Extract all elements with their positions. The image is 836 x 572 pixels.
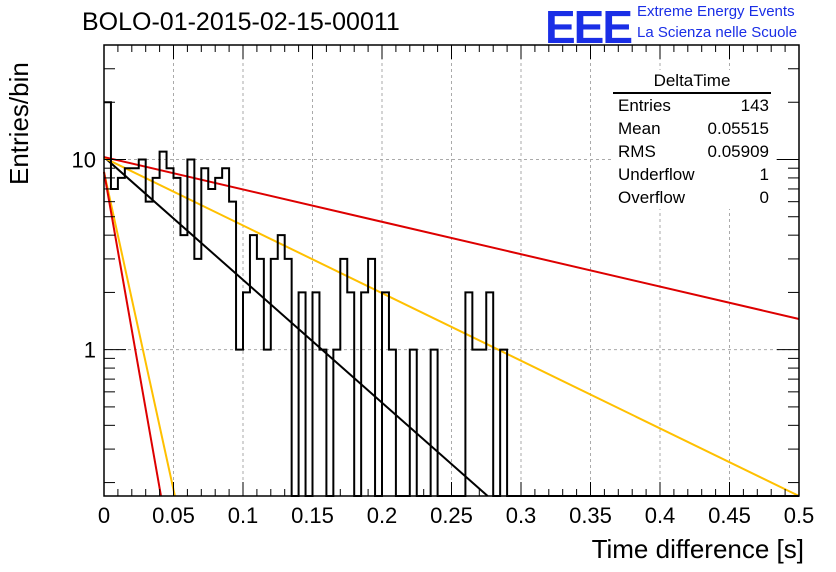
stats-box: DeltaTime Entries 143 Mean 0.05515 RMS 0.05…	[613, 70, 773, 209]
eee-logo: EEE	[545, 1, 633, 53]
stats-title: DeltaTime	[613, 70, 771, 94]
stats-value: 0.05515	[707, 119, 769, 138]
fit-curve	[103, 156, 489, 497]
x-tick-label: 0.05	[152, 503, 195, 528]
x-tick-label: 0.5	[784, 503, 815, 528]
stats-label: Underflow	[618, 165, 695, 184]
stats-label: Overflow	[618, 188, 686, 207]
fit-curves	[103, 156, 800, 497]
stats-label: RMS	[618, 142, 656, 161]
x-tick-label: 0.1	[228, 503, 259, 528]
fit-curve	[103, 171, 176, 497]
logo-text-line1: Extreme Energy Events	[637, 3, 795, 20]
stats-row: Mean 0.05515	[613, 117, 773, 140]
stats-row: RMS 0.05909	[613, 140, 773, 163]
stats-value: 143	[740, 96, 769, 115]
logo-text-line2: La Scienza nelle Scuole	[637, 24, 798, 41]
x-tick-label: 0.35	[569, 503, 612, 528]
x-tick-label: 0.15	[291, 503, 334, 528]
stats-value: 0.05909	[707, 142, 769, 161]
stats-row: Underflow 1	[613, 163, 773, 186]
stats-value: 0	[759, 188, 769, 207]
fit-curve	[103, 171, 162, 497]
x-tick-label: 0.2	[367, 503, 398, 528]
stats-row: Overflow 0	[613, 186, 773, 209]
y-tick-label: 10	[72, 147, 96, 172]
stats-label: Entries	[618, 96, 671, 115]
stats-row: Entries 143	[613, 94, 773, 117]
fit-curve	[103, 156, 800, 320]
x-tick-label: 0.25	[430, 503, 473, 528]
stats-value: 1	[759, 165, 769, 184]
stats-label: Mean	[618, 119, 661, 138]
x-tick-label: 0.45	[708, 503, 751, 528]
y-tick-label: 1	[84, 338, 96, 363]
fit-curve	[103, 156, 800, 497]
x-axis-label: Time difference [s]	[591, 534, 804, 564]
x-tick-label: 0.3	[506, 503, 537, 528]
x-tick-label: 0	[98, 503, 110, 528]
y-axis-label: Entries/bin	[4, 62, 34, 185]
histogram-title: BOLO-01-2015-02-15-00011	[82, 8, 400, 36]
x-tick-label: 0.4	[645, 503, 676, 528]
grid	[104, 45, 799, 496]
